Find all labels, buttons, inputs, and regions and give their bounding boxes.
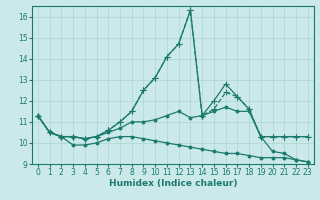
- X-axis label: Humidex (Indice chaleur): Humidex (Indice chaleur): [108, 179, 237, 188]
